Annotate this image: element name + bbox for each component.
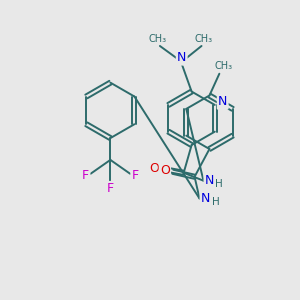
Text: O: O bbox=[149, 162, 159, 175]
Text: F: F bbox=[132, 169, 139, 182]
Text: N: N bbox=[177, 51, 186, 64]
Text: CH₃: CH₃ bbox=[194, 34, 213, 44]
Text: H: H bbox=[215, 179, 223, 189]
Text: CH₃: CH₃ bbox=[214, 61, 232, 71]
Text: N: N bbox=[201, 192, 210, 205]
Text: N: N bbox=[218, 95, 227, 108]
Text: F: F bbox=[82, 169, 89, 182]
Text: H: H bbox=[212, 196, 219, 206]
Text: O: O bbox=[160, 164, 170, 177]
Text: F: F bbox=[107, 182, 114, 195]
Text: CH₃: CH₃ bbox=[149, 34, 167, 44]
Text: N: N bbox=[205, 174, 214, 187]
